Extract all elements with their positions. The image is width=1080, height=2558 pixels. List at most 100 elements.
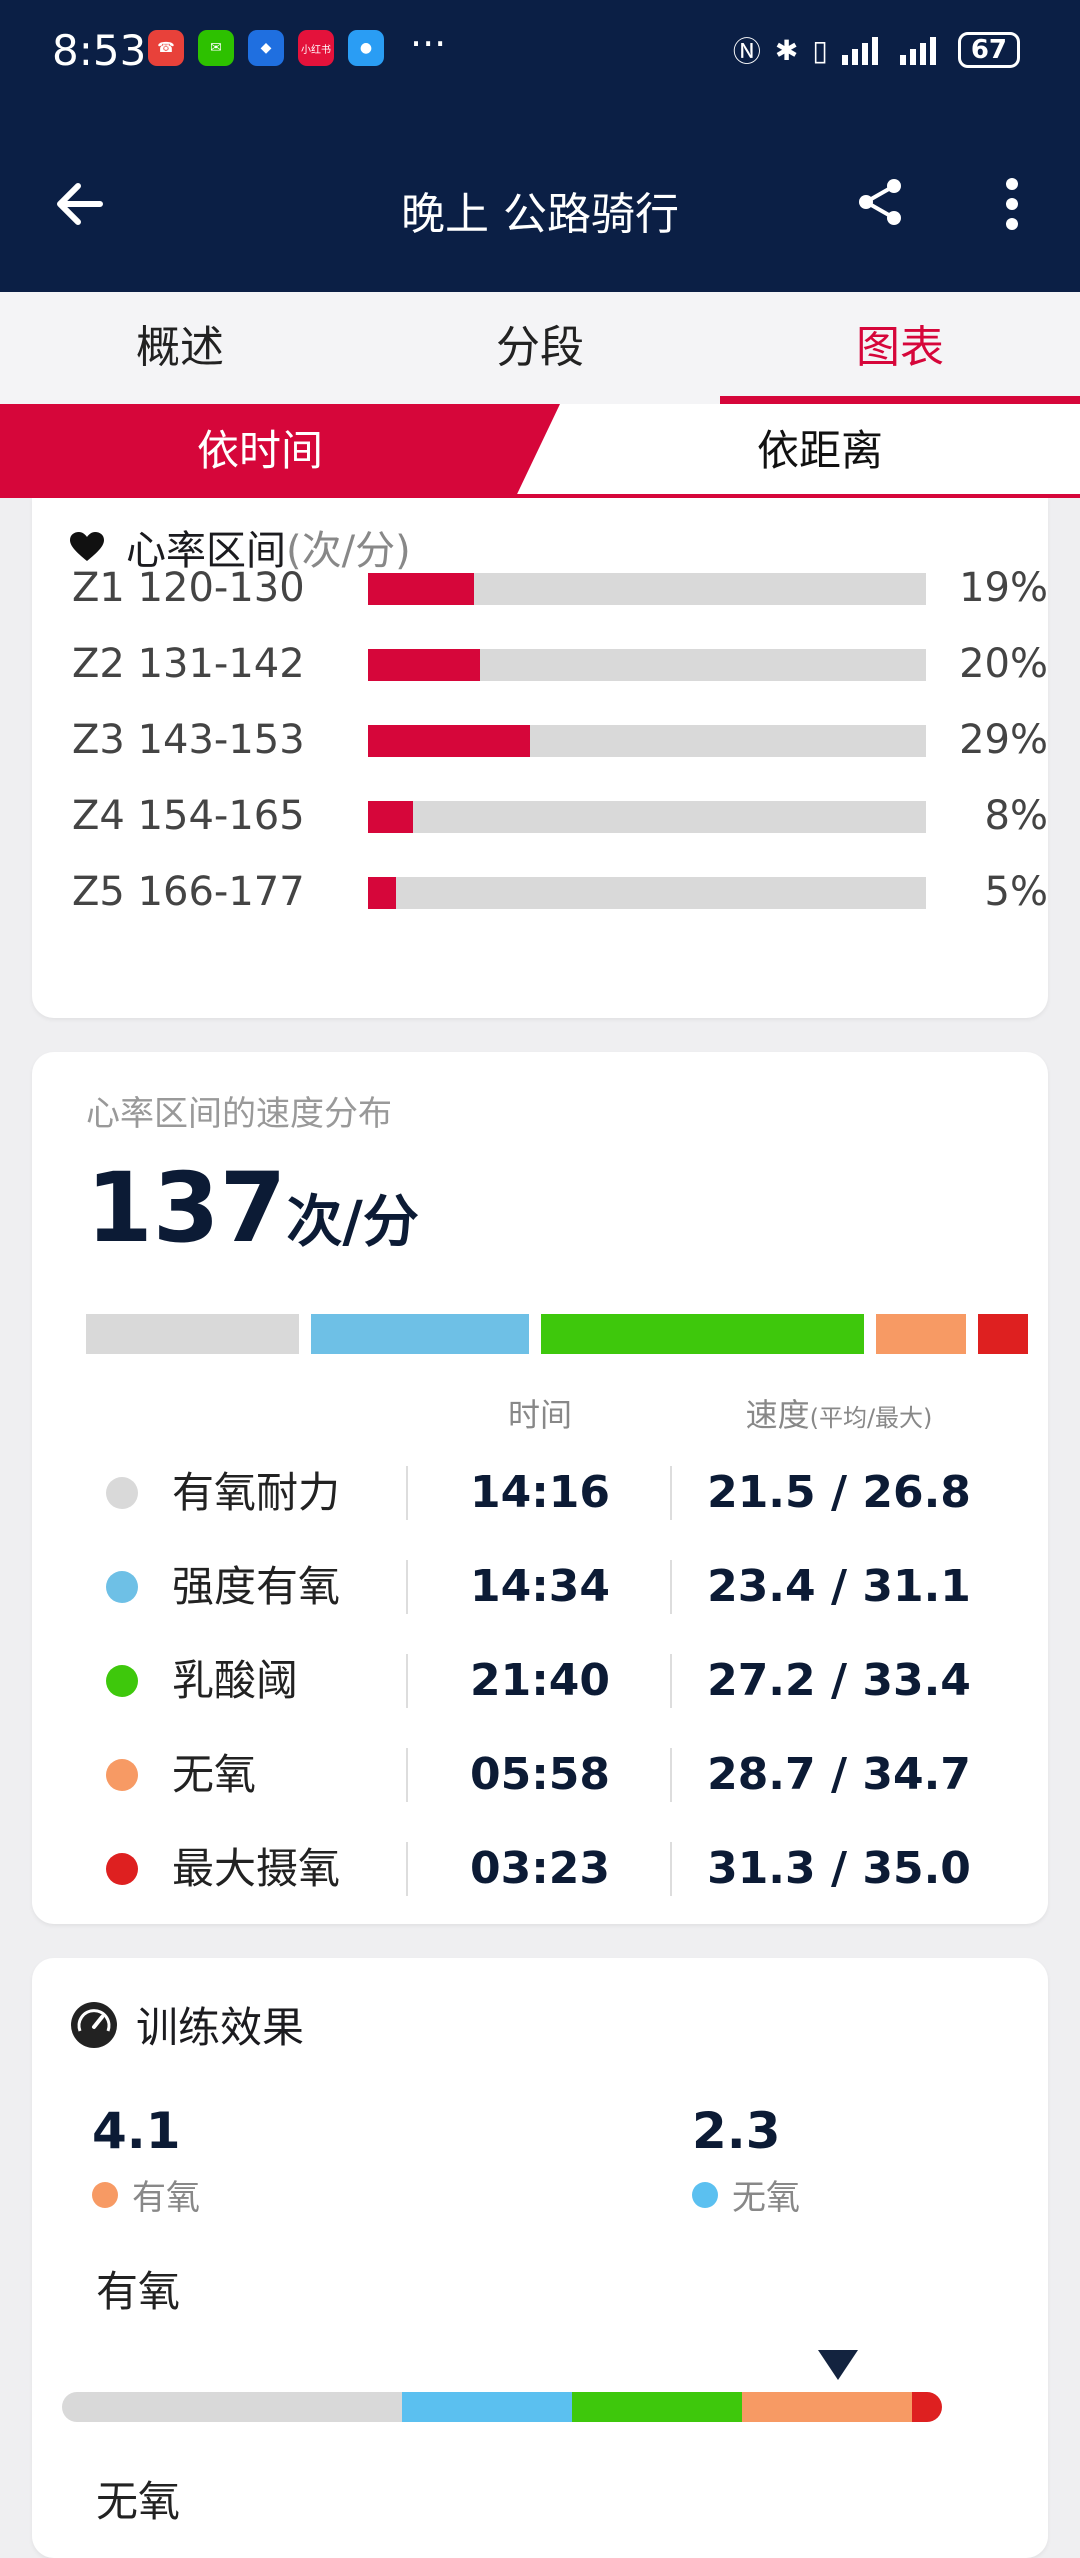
zone-percent: 8%: [984, 793, 1048, 839]
zone-table-row: 有氧耐力 14:16 21.5 / 26.8: [32, 1446, 1048, 1540]
zone-name: 有氧耐力: [172, 1468, 341, 1517]
heart-zone-header: 心率区间(次/分): [70, 518, 411, 576]
status-bar: 8:53 ☎ ✉ ◆ 小红书 ● ··· Ⓝ ✱ ▯ 67: [0, 0, 1080, 100]
zone-row: Z2 131-142 20%: [72, 634, 1062, 694]
tab-bar: 概述 分段 图表: [0, 292, 1080, 404]
training-effect-card: 训练效果 4.1 有氧 2.3 无氧 有氧 无氧: [32, 1958, 1048, 2558]
gauge-icon: [71, 2001, 117, 2048]
avg-heart-rate-unit: 次/分: [286, 1190, 419, 1255]
divider: [406, 1466, 408, 1520]
wechat-icon: ✉: [198, 30, 234, 66]
divider: [670, 1654, 672, 1708]
zone-percent: 5%: [984, 869, 1048, 915]
zone-bar-track: [368, 725, 926, 757]
signal-icon: [841, 37, 878, 65]
zone-bar-fill: [368, 801, 413, 833]
zone-bar-track: [368, 877, 926, 909]
zone-label: Z5 166-177: [72, 869, 305, 915]
zone-color-dot: [106, 1853, 138, 1885]
distribution-segment: [86, 1314, 300, 1354]
zone-time: 05:58: [469, 1749, 611, 1800]
zone-bar-track: [368, 801, 926, 833]
divider: [406, 1842, 408, 1896]
tab-overview[interactable]: 概述: [136, 322, 224, 373]
signal-2-icon: [899, 37, 936, 65]
zone-percent: 29%: [959, 717, 1048, 763]
distribution-segment: [311, 1314, 529, 1354]
anaerobic-section-title: 无氧: [96, 2477, 181, 2526]
segment-underline: [0, 494, 1080, 498]
nfc-icon: Ⓝ: [732, 35, 761, 68]
zone-speed: 27.2 / 33.4: [707, 1655, 971, 1706]
avg-heart-rate-value: 137: [86, 1152, 287, 1264]
segment-by-distance[interactable]: 依距离: [756, 426, 883, 475]
speed-distribution-card: 心率区间的速度分布 137次/分 时间 速度(平均/最大) 有氧耐力 14:16 2…: [32, 1052, 1048, 1924]
aerobic-label: 有氧: [92, 2170, 200, 2219]
distribution-segment: [540, 1314, 865, 1354]
zone-bar-fill: [368, 725, 530, 757]
zone-speed: 31.3 / 35.0: [707, 1843, 971, 1894]
status-time: 8:53: [52, 26, 147, 75]
zone-table-row: 无氧 05:58 28.7 / 34.7: [32, 1728, 1048, 1822]
divider: [406, 1654, 408, 1708]
vibrate-icon: ▯: [812, 33, 828, 67]
zone-label: Z4 154-165: [72, 793, 305, 839]
aerobic-scale-segment: [62, 2392, 232, 2422]
zone-time: 03:23: [469, 1843, 611, 1894]
zone-label: Z2 131-142: [72, 641, 305, 687]
avg-heart-rate: 137次/分: [86, 1152, 419, 1264]
segment-by-time-bg: [0, 404, 560, 498]
zone-time: 21:40: [469, 1655, 611, 1706]
zone-color-dot: [106, 1571, 138, 1603]
zone-speed: 28.7 / 34.7: [707, 1749, 971, 1800]
anaerobic-label: 无氧: [692, 2170, 800, 2219]
zone-speed: 21.5 / 26.8: [707, 1467, 971, 1518]
page-title: 晚上 公路骑行: [401, 189, 679, 240]
zone-time: 14:16: [469, 1467, 611, 1518]
zone-table-row: 最大摄氧 03:23 31.3 / 35.0: [32, 1822, 1048, 1916]
missed-call-icon: ☎: [148, 30, 184, 66]
speed-dist-subtitle: 心率区间的速度分布: [86, 1094, 392, 1134]
tab-laps[interactable]: 分段: [496, 322, 584, 373]
aerobic-scale-segment: [742, 2392, 912, 2422]
anaerobic-value: 2.3: [692, 2102, 781, 2160]
col-header-speed: 速度(平均/最大): [745, 1396, 933, 1434]
system-icons: Ⓝ ✱ ▯ 67: [733, 30, 1020, 70]
segmented-control: 依时间 依距离: [0, 404, 1080, 498]
share-icon[interactable]: [852, 174, 908, 230]
app-bar: 晚上 公路骑行: [0, 100, 1080, 292]
segment-by-time[interactable]: 依时间: [196, 426, 323, 475]
anaerobic-dot: [692, 2181, 718, 2208]
zone-speed: 23.4 / 31.1: [707, 1561, 971, 1612]
zone-row: Z1 120-130 19%: [72, 558, 1062, 618]
zone-name: 无氧: [172, 1750, 257, 1799]
aerobic-marker-icon: [818, 2350, 858, 2380]
col-header-time: 时间: [507, 1396, 572, 1434]
zone-percent: 20%: [959, 641, 1048, 687]
distribution-segment: [977, 1314, 1028, 1354]
battery-icon: 67: [957, 32, 1020, 68]
zone-bar-track: [368, 573, 926, 605]
aerobic-scale-segment: [232, 2392, 402, 2422]
aerobic-dot: [92, 2181, 118, 2208]
more-notifications-icon: ···: [410, 22, 447, 66]
aerobic-value: 4.1: [92, 2102, 181, 2160]
zone-name: 乳酸阈: [172, 1656, 299, 1705]
zone-label: Z1 120-130: [72, 565, 305, 611]
xiaohongshu-icon: 小红书: [298, 30, 334, 66]
divider: [670, 1748, 672, 1802]
aerobic-section-title: 有氧: [96, 2267, 181, 2316]
zone-color-dot: [106, 1759, 138, 1791]
zone-row: Z3 143-153 29%: [72, 710, 1062, 770]
aerobic-scale-segment: [912, 2392, 942, 2422]
zone-color-dot: [106, 1477, 138, 1509]
heart-zone-card: 心率区间(次/分) Z1 120-130 19% Z2 131-142 20% Z3 1…: [32, 498, 1048, 1018]
back-arrow-icon[interactable]: [48, 172, 112, 236]
more-vert-icon[interactable]: [992, 174, 1032, 234]
zone-row: Z4 154-165 8%: [72, 786, 1062, 846]
notification-icons: ☎ ✉ ◆ 小红书 ●: [148, 30, 384, 66]
zone-bar-fill: [368, 877, 396, 909]
tab-charts[interactable]: 图表: [856, 322, 944, 373]
divider: [670, 1466, 672, 1520]
heart-icon: [70, 532, 104, 561]
